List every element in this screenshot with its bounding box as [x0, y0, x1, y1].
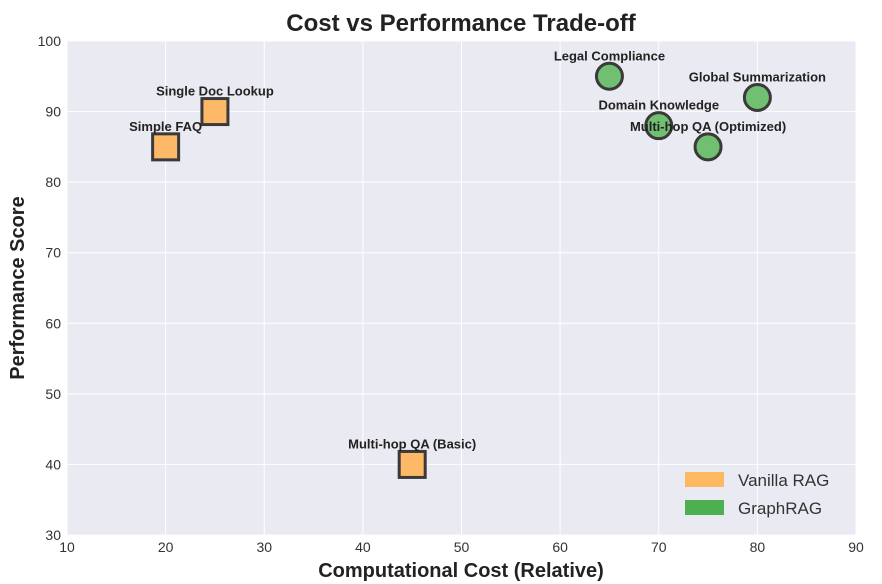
- legend-swatch-vanilla-rag: [685, 472, 724, 487]
- x-tick-label: 90: [848, 539, 864, 555]
- y-tick-label: 70: [45, 245, 61, 261]
- legend-label-vanilla-rag: Vanilla RAG: [738, 471, 829, 490]
- x-tick-label: 80: [750, 539, 766, 555]
- square-marker: [202, 99, 228, 125]
- y-tick-label: 100: [38, 33, 62, 49]
- circle-marker: [744, 84, 770, 110]
- y-axis-label: Performance Score: [7, 196, 29, 379]
- point-label: Single Doc Lookup: [156, 84, 274, 99]
- x-tick-label: 50: [454, 539, 470, 555]
- point-label: Multi-hop QA (Basic): [348, 436, 476, 451]
- y-tick-label: 90: [45, 104, 61, 120]
- legend-swatch-graphrag: [685, 500, 724, 515]
- point-label: Domain Knowledge: [598, 98, 719, 113]
- square-marker: [153, 134, 179, 160]
- scatter-chart: 10 20 30 40 50 60 70 80 90 30 40 50 60 70 80 90 100 Sim…: [0, 0, 882, 584]
- y-tick-label: 50: [45, 386, 61, 402]
- point-label: Multi-hop QA (Optimized): [630, 119, 786, 134]
- x-tick-label: 70: [651, 539, 667, 555]
- x-tick-label: 20: [158, 539, 174, 555]
- legend-label-graphrag: GraphRAG: [738, 499, 822, 518]
- x-tick-label: 40: [355, 539, 371, 555]
- x-tick-label: 60: [552, 539, 568, 555]
- circle-marker: [596, 63, 622, 89]
- x-tick-label: 30: [256, 539, 272, 555]
- y-tick-label: 40: [45, 456, 61, 472]
- point-label: Simple FAQ: [129, 119, 202, 134]
- y-tick-label: 80: [45, 174, 61, 190]
- chart-title: Cost vs Performance Trade-off: [286, 10, 636, 37]
- x-tick-labels: 10 20 30 40 50 60 70 80 90: [59, 539, 864, 555]
- x-tick-label: 10: [59, 539, 75, 555]
- point-label: Global Summarization: [689, 69, 826, 84]
- x-axis-label: Computational Cost (Relative): [318, 560, 604, 582]
- y-tick-labels: 30 40 50 60 70 80 90 100: [38, 33, 62, 543]
- circle-marker: [695, 134, 721, 160]
- square-marker: [399, 451, 425, 477]
- y-tick-label: 30: [45, 527, 61, 543]
- y-tick-label: 60: [45, 315, 61, 331]
- point-label: Legal Compliance: [554, 48, 665, 63]
